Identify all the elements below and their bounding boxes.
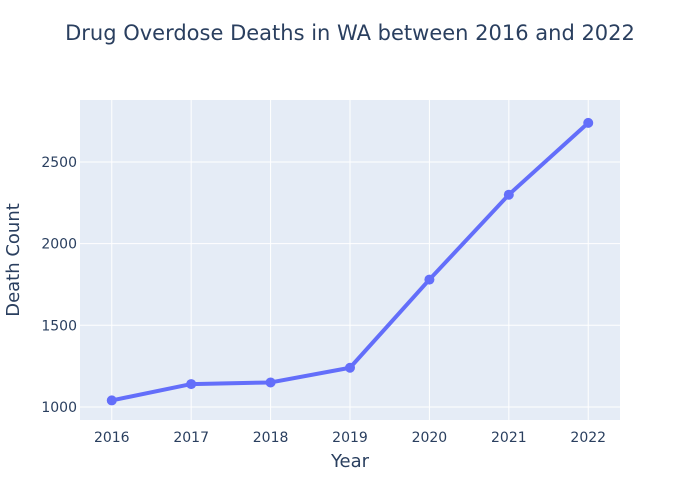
y-tick-label: 1500 xyxy=(41,318,77,334)
data-point xyxy=(583,117,594,128)
data-series xyxy=(106,117,594,406)
x-tick-label: 2017 xyxy=(173,430,209,446)
data-point xyxy=(345,362,355,373)
x-tick-label: 2022 xyxy=(570,430,606,446)
x-tick-label: 2020 xyxy=(412,430,448,446)
data-point xyxy=(186,379,197,390)
data-point xyxy=(265,377,276,388)
x-tick-label: 2016 xyxy=(94,430,130,446)
x-tick-label: 2021 xyxy=(491,430,527,446)
data-point xyxy=(503,189,514,200)
data-point xyxy=(106,395,117,406)
x-tick-label: 2019 xyxy=(332,430,368,446)
y-tick-label: 2500 xyxy=(41,155,77,171)
y-tick-label: 1000 xyxy=(41,400,77,416)
grid-lines xyxy=(80,100,620,420)
tick-labels: 2016 2017 2018 2019 2020 2021 2022 1000 1500 2000… xyxy=(41,155,606,446)
x-axis-title: Year xyxy=(330,451,370,472)
data-point xyxy=(424,274,435,285)
y-tick-label: 2000 xyxy=(41,237,77,253)
y-axis-title: Death Count xyxy=(3,203,24,317)
x-tick-label: 2018 xyxy=(253,430,289,446)
chart-title: Drug Overdose Deaths in WA between 2016 … xyxy=(65,21,635,45)
